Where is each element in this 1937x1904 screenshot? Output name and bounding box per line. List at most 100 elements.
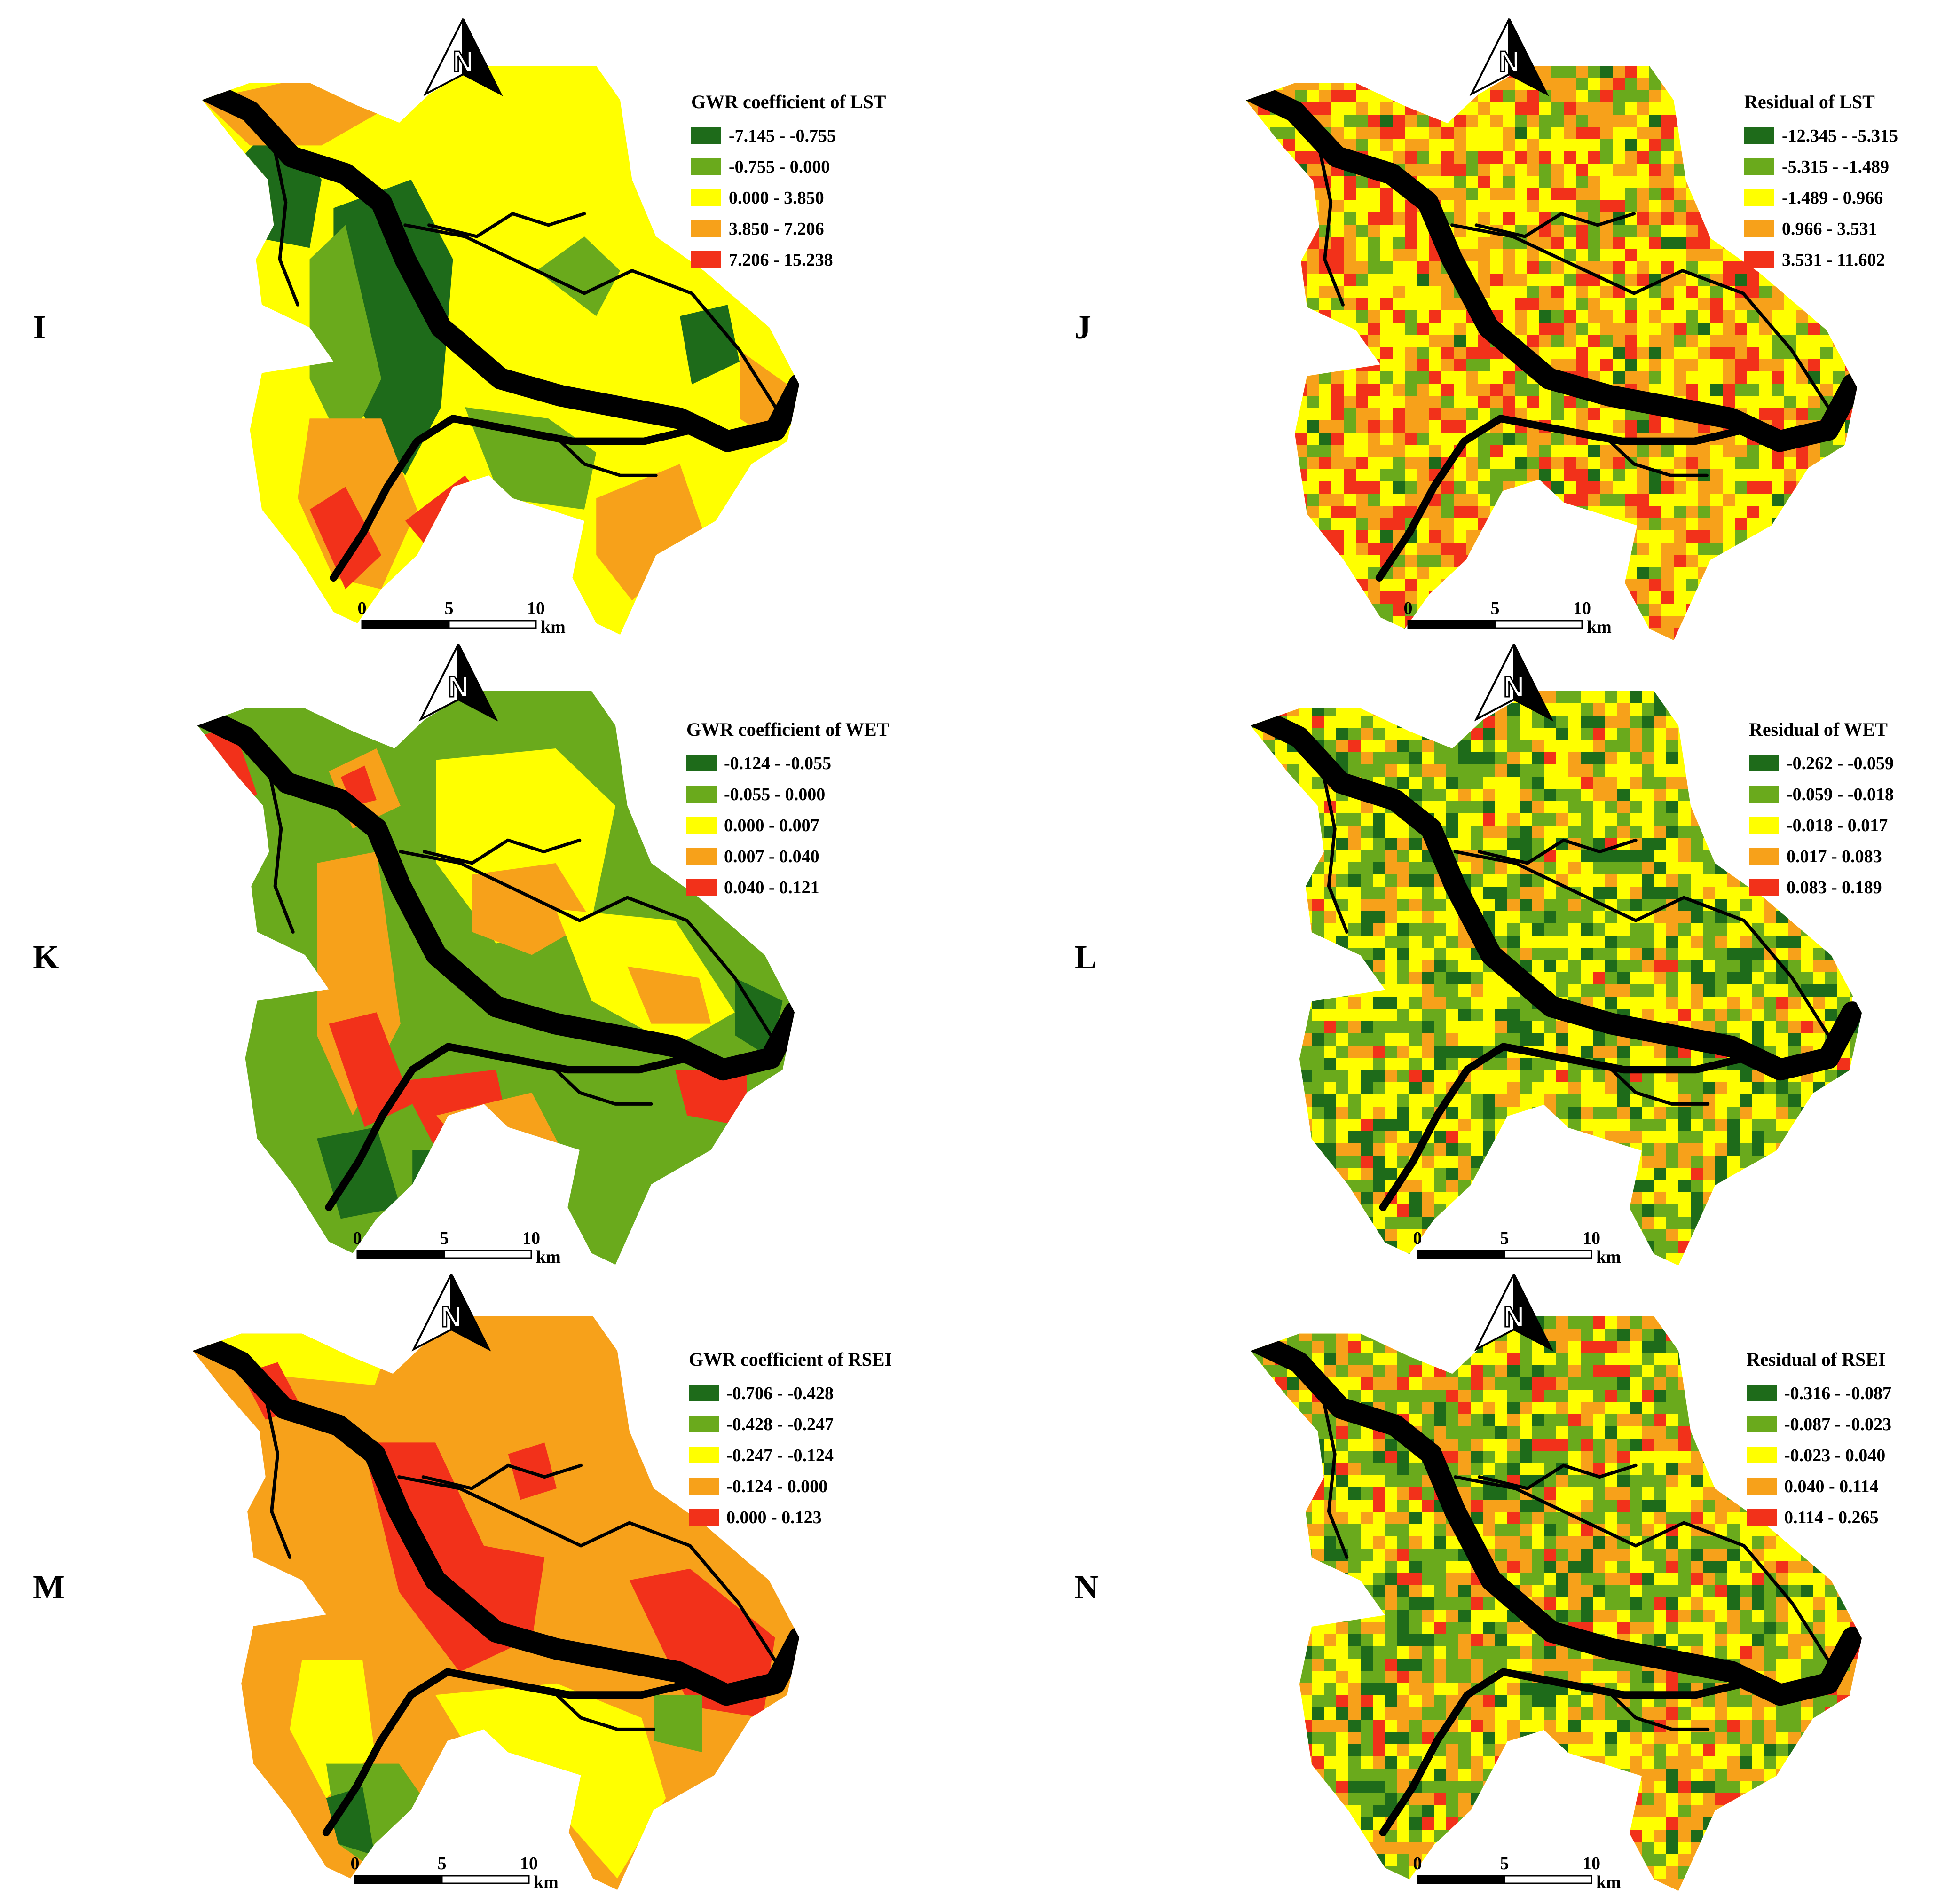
residual-pixel xyxy=(1715,1402,1727,1414)
residual-pixel xyxy=(1600,567,1613,579)
residual-pixel xyxy=(1825,1119,1837,1131)
residual-pixel xyxy=(1373,1341,1385,1353)
legend-class-label: -0.316 - -0.087 xyxy=(1784,1384,1891,1403)
residual-pixel xyxy=(1373,1744,1385,1756)
residual-pixel xyxy=(1698,298,1710,310)
residual-pixel xyxy=(1417,433,1429,445)
coefficient-zone-red xyxy=(675,1070,747,1127)
residual-pixel xyxy=(1825,1316,1837,1329)
residual-pixel xyxy=(1422,899,1434,911)
residual-pixel xyxy=(1483,1500,1495,1512)
residual-pixel xyxy=(1581,801,1593,813)
main-river xyxy=(1251,1328,1862,1706)
residual-pixel xyxy=(1551,396,1564,408)
residual-pixel xyxy=(1344,115,1356,127)
residual-pixel xyxy=(1520,1744,1532,1756)
residual-pixel xyxy=(1825,1866,1837,1879)
residual-pixel xyxy=(1727,1009,1740,1021)
residual-pixel xyxy=(1507,887,1520,899)
residual-pixel xyxy=(1820,543,1833,555)
residual-pixel xyxy=(1539,66,1551,78)
residual-pixel xyxy=(1735,359,1747,371)
residual-pixel xyxy=(1299,1229,1312,1241)
residual-pixel xyxy=(1251,1475,1263,1487)
residual-pixel xyxy=(1405,225,1417,237)
legend-swatch xyxy=(1747,1478,1777,1495)
residual-pixel xyxy=(1617,1131,1630,1143)
residual-pixel xyxy=(1361,1316,1373,1329)
residual-pixel xyxy=(1527,335,1539,347)
residual-pixel xyxy=(1788,936,1801,948)
residual-pixel xyxy=(1458,1143,1471,1156)
residual-pixel xyxy=(1251,838,1263,850)
residual-pixel xyxy=(1422,1402,1434,1414)
residual-pixel xyxy=(1495,752,1507,764)
residual-pixel xyxy=(1796,530,1808,543)
residual-pixel xyxy=(1263,1830,1275,1842)
residual-pixel xyxy=(1263,1695,1275,1707)
residual-pixel xyxy=(1678,1143,1691,1156)
residual-pixel xyxy=(1483,826,1495,838)
residual-pixel xyxy=(1361,1646,1373,1659)
residual-pixel xyxy=(1263,1119,1275,1131)
residual-pixel xyxy=(1258,543,1270,555)
river-branch xyxy=(1474,212,1636,238)
residual-pixel xyxy=(1568,1119,1581,1131)
residual-pixel xyxy=(1649,445,1661,457)
residual-pixel xyxy=(1581,716,1593,728)
residual-pixel xyxy=(1520,948,1532,960)
residual-pixel xyxy=(1454,506,1466,518)
residual-pixel xyxy=(1630,1365,1642,1377)
residual-pixel xyxy=(1471,728,1483,740)
residual-pixel xyxy=(1568,1720,1581,1732)
residual-pixel xyxy=(1740,1180,1752,1192)
residual-pixel xyxy=(1507,1756,1520,1769)
residual-pixel xyxy=(1263,703,1275,716)
residual-pixel xyxy=(1368,494,1380,506)
residual-pixel xyxy=(1752,1573,1764,1585)
residual-pixel xyxy=(1422,1377,1434,1390)
residual-pixel xyxy=(1385,1597,1397,1610)
residual-pixel xyxy=(1581,1536,1593,1549)
residual-pixel xyxy=(1454,494,1466,506)
residual-pixel xyxy=(1617,850,1630,862)
residual-pixel xyxy=(1813,1769,1825,1781)
residual-pixel xyxy=(1747,274,1759,286)
residual-pixel xyxy=(1686,530,1698,543)
residual-pixel xyxy=(1454,78,1466,90)
residual-pixel xyxy=(1642,984,1654,997)
residual-pixel xyxy=(1556,1402,1568,1414)
residual-pixel xyxy=(1336,1573,1348,1585)
residual-pixel xyxy=(1666,728,1678,740)
residual-pixel xyxy=(1593,1143,1605,1156)
residual-pixel xyxy=(1642,936,1654,948)
residual-pixel xyxy=(1299,923,1312,936)
residual-pixel xyxy=(1715,1622,1727,1634)
residual-pixel xyxy=(1458,1119,1471,1131)
residual-pixel xyxy=(1850,1168,1862,1180)
residual-pixel xyxy=(1727,1732,1740,1744)
residual-pixel xyxy=(1348,1561,1361,1573)
residual-pixel xyxy=(1446,1671,1458,1683)
residual-pixel xyxy=(1471,1107,1483,1119)
residual-pixel xyxy=(1801,1830,1813,1842)
residual-pixel xyxy=(1674,543,1686,555)
residual-pixel xyxy=(1788,1561,1801,1573)
residual-pixel xyxy=(1275,972,1287,984)
residual-pixel xyxy=(1613,66,1625,78)
residual-pixel xyxy=(1270,66,1283,78)
residual-pixel xyxy=(1642,752,1654,764)
residual-pixel xyxy=(1312,703,1324,716)
residual-pixel xyxy=(1581,1610,1593,1622)
residual-pixel xyxy=(1678,923,1691,936)
residual-pixel xyxy=(1764,740,1776,752)
residual-pixel xyxy=(1246,433,1258,445)
residual-pixel xyxy=(1295,176,1307,188)
residual-pixel xyxy=(1251,1094,1263,1107)
residual-pixel xyxy=(1813,1329,1825,1341)
residual-pixel xyxy=(1539,579,1551,591)
residual-pixel xyxy=(1299,1597,1312,1610)
residual-pixel xyxy=(1312,1720,1324,1732)
residual-pixel xyxy=(1409,752,1422,764)
residual-pixel xyxy=(1434,899,1446,911)
